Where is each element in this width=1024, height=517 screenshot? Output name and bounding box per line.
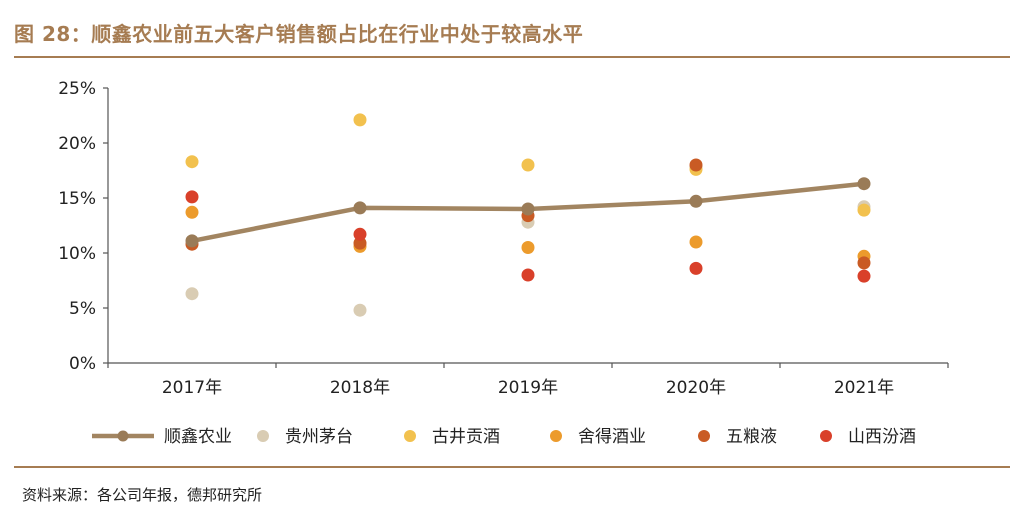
legend-item-贵州茅台: 贵州茅台 (257, 427, 353, 447)
point-贵州茅台 (353, 303, 367, 317)
x-tick-label: 2020年 (666, 378, 726, 398)
source-divider (14, 466, 1010, 468)
point-舍得酒业 (689, 235, 703, 249)
chart-axes: 0% 5% 10% 15% 20% 25% 2017年 2018年 2019年 2020年 2021… (58, 79, 949, 398)
point-山西汾酒 (353, 227, 367, 241)
y-tick-label: 0% (69, 354, 96, 374)
legend-marker (550, 430, 562, 442)
chart-legend: 顺鑫农业 贵州茅台 古井贡酒 舍得酒业 五粮液 山西汾酒 (92, 427, 916, 447)
legend-marker (404, 430, 416, 442)
point-古井贡酒 (521, 158, 535, 172)
legend-marker (117, 430, 129, 442)
point-山西汾酒 (521, 268, 535, 282)
legend-marker (820, 430, 832, 442)
point-贵州茅台 (185, 287, 199, 301)
legend-item-舍得酒业: 舍得酒业 (550, 427, 646, 447)
point-山西汾酒 (185, 190, 199, 204)
legend-label: 舍得酒业 (578, 427, 646, 447)
legend-label: 五粮液 (726, 427, 777, 447)
y-tick-label: 15% (58, 189, 96, 209)
y-tick-label: 10% (58, 244, 96, 264)
point-五粮液 (857, 256, 871, 270)
line-point-顺鑫农业 (185, 234, 199, 248)
line-point-顺鑫农业 (689, 194, 703, 208)
x-tick-label: 2021年 (834, 378, 894, 398)
x-tick-label: 2019年 (498, 378, 558, 398)
legend-marker (257, 430, 269, 442)
legend-item-山西汾酒: 山西汾酒 (820, 427, 916, 447)
y-tick-label: 20% (58, 134, 96, 154)
legend-item-五粮液: 五粮液 (698, 427, 777, 447)
legend-label: 山西汾酒 (848, 427, 916, 447)
legend-label: 贵州茅台 (285, 427, 353, 447)
scatter-chart: 0% 5% 10% 15% 20% 25% 2017年 2018年 2019年 2020年 2021… (58, 79, 949, 447)
x-tick-label: 2017年 (162, 378, 222, 398)
line-point-顺鑫农业 (857, 177, 871, 191)
legend-label: 顺鑫农业 (164, 427, 232, 447)
point-舍得酒业 (185, 205, 199, 219)
legend-item-顺鑫农业: 顺鑫农业 (92, 427, 232, 447)
x-tick-label: 2018年 (330, 378, 390, 398)
chart-marks (185, 113, 871, 317)
point-五粮液 (689, 158, 703, 172)
title-divider (14, 56, 1010, 58)
point-舍得酒业 (521, 241, 535, 254)
legend-item-古井贡酒: 古井贡酒 (404, 427, 500, 447)
legend-label: 古井贡酒 (432, 427, 500, 447)
legend-marker (698, 430, 710, 442)
y-tick-label: 5% (69, 299, 96, 319)
source-note: 资料来源：各公司年报，德邦研究所 (22, 486, 263, 504)
figure-title: 图 28：顺鑫农业前五大客户销售额占比在行业中处于较高水平 (14, 22, 584, 46)
point-古井贡酒 (185, 155, 199, 169)
line-point-顺鑫农业 (353, 201, 367, 215)
point-山西汾酒 (857, 269, 871, 283)
line-point-顺鑫农业 (521, 202, 535, 216)
y-tick-label: 25% (58, 79, 96, 99)
point-古井贡酒 (857, 203, 871, 217)
point-古井贡酒 (353, 113, 367, 127)
point-山西汾酒 (689, 261, 703, 275)
